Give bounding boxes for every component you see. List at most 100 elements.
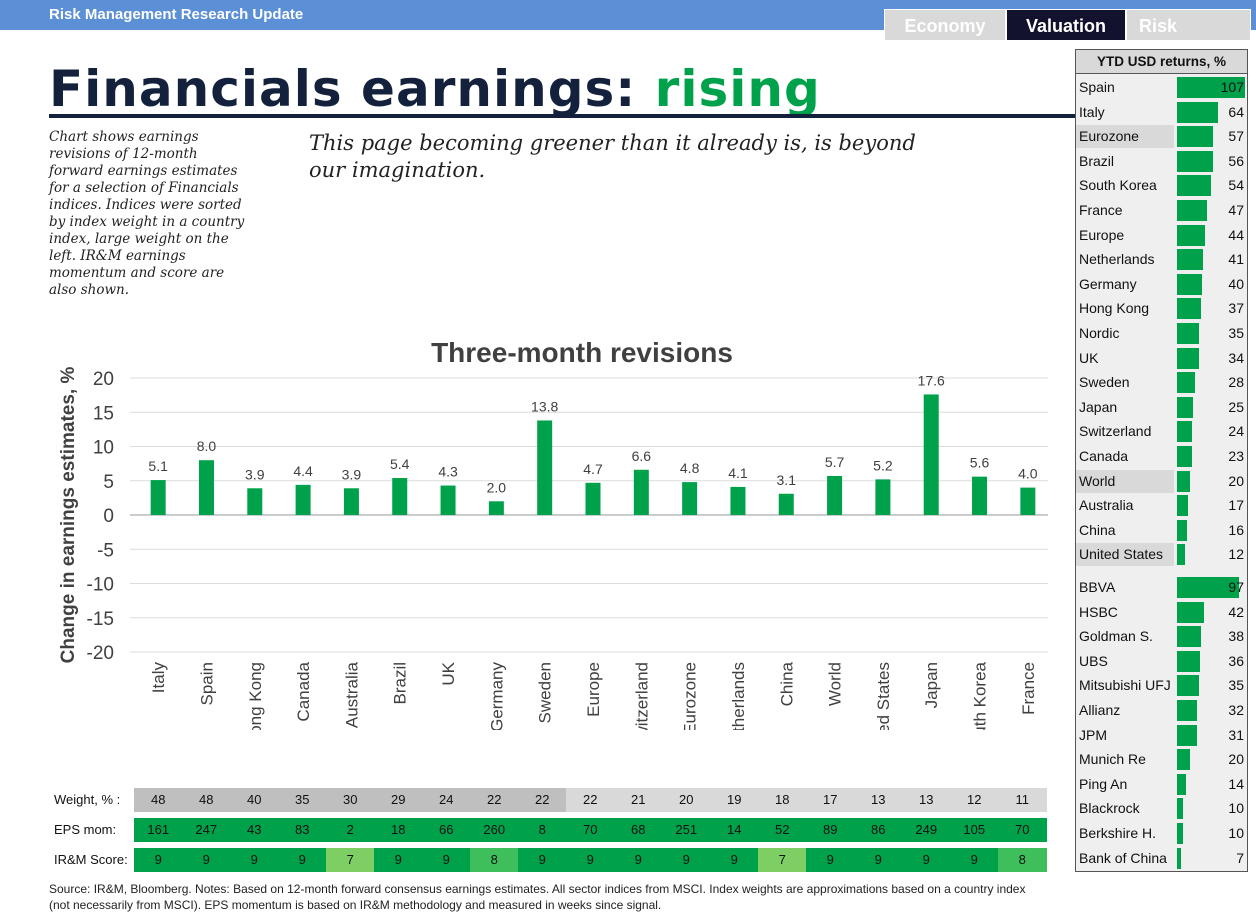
ytd-row: China 16	[1076, 519, 1247, 542]
tab-economy[interactable]: Economy	[884, 9, 1006, 41]
ytd-bar	[1177, 421, 1193, 443]
table-cell: 249	[902, 818, 951, 842]
ytd-row: Bank of China 7	[1076, 847, 1247, 870]
table-cell: 7	[758, 848, 807, 872]
data-label: 17.6	[918, 372, 945, 388]
ytd-row-label: Australia	[1079, 497, 1134, 514]
ytd-row: Australia 17	[1076, 494, 1247, 517]
ytd-value: 34	[1228, 349, 1244, 366]
table-cell: 40	[230, 788, 279, 812]
source-note: Source: IR&M, Bloomberg. Notes: Based on…	[49, 882, 1026, 912]
ytd-bar	[1177, 798, 1184, 820]
ytd-bar	[1177, 150, 1213, 172]
data-label: 6.6	[632, 448, 652, 464]
ytd-bar	[1177, 347, 1199, 369]
table-row: IR&M Score: 9 9 9 9 7 9 9 8 9 9 9 9 9 7 9 9 9 9 8	[49, 848, 1047, 872]
table-cell: 14	[710, 818, 759, 842]
data-label: 13.8	[531, 398, 558, 414]
ytd-row-label: Ping An	[1079, 775, 1128, 792]
ytd-value: 24	[1228, 423, 1244, 440]
table-cell: 19	[710, 788, 759, 812]
ytd-row-label: BBVA	[1079, 579, 1116, 595]
chart-description: Chart shows earnings revisions of 12-mon…	[49, 129, 245, 298]
ytd-bar	[1177, 773, 1186, 795]
table-cell: 9	[422, 848, 471, 872]
ytd-row: Allianz 32	[1076, 699, 1247, 722]
x-tick-label: UK	[439, 661, 458, 685]
x-tick-label: Switzerland	[632, 662, 651, 730]
x-tick-label: Europe	[584, 662, 603, 717]
bar	[343, 488, 359, 515]
ytd-value: 16	[1228, 521, 1244, 538]
ytd-value: 20	[1228, 472, 1244, 489]
table-cell: 8	[518, 818, 567, 842]
bar	[682, 482, 698, 515]
x-tick-label: Australia	[342, 661, 361, 728]
tab-valuation[interactable]: Valuation	[1006, 9, 1126, 41]
ytd-value: 54	[1228, 177, 1244, 194]
bar	[247, 488, 263, 515]
page-quote: This page becoming greener than it alrea…	[309, 131, 916, 182]
table-cell: 83	[278, 818, 327, 842]
data-label: 4.7	[583, 461, 603, 477]
ytd-row: United States 12	[1076, 543, 1247, 567]
x-tick-label: United States	[874, 662, 893, 730]
ytd-value: 56	[1228, 152, 1244, 169]
ytd-row: JPM 31	[1076, 724, 1247, 747]
ytd-row-label: Allianz	[1079, 702, 1121, 718]
ytd-row-label: UBS	[1079, 652, 1108, 669]
data-label: 3.9	[342, 466, 362, 482]
table-cell: 86	[854, 818, 903, 842]
page-title: Financials earnings: rising	[49, 60, 821, 118]
table-cell: 18	[758, 788, 807, 812]
table-cell: 9	[710, 848, 759, 872]
ytd-bar	[1177, 372, 1195, 394]
ytd-row: Netherlands 41	[1076, 248, 1247, 271]
bar	[295, 484, 311, 515]
ytd-value: 25	[1228, 398, 1244, 415]
table-row-label: EPS mom:	[54, 822, 117, 837]
ytd-value: 47	[1228, 202, 1244, 218]
bar	[150, 480, 166, 515]
ytd-value: 17	[1228, 497, 1244, 514]
x-tick-label: Spain	[197, 662, 216, 705]
ytd-bar	[1177, 601, 1204, 623]
tab-risk[interactable]: Risk	[1126, 9, 1251, 41]
data-label: 3.1	[777, 472, 797, 488]
table-cell: 21	[614, 788, 663, 812]
ytd-bar	[1177, 396, 1193, 418]
ytd-value: 35	[1228, 677, 1244, 694]
data-label: 8.0	[197, 438, 217, 454]
bar	[1020, 487, 1036, 515]
ytd-bar	[1177, 577, 1239, 598]
ytd-value: 36	[1228, 652, 1244, 669]
table-cell: 13	[902, 788, 951, 812]
table-cell: 70	[566, 818, 615, 842]
data-label: 5.7	[825, 454, 845, 470]
ytd-row-label: Italy	[1079, 103, 1105, 120]
ytd-value: 20	[1228, 751, 1244, 768]
ytd-bar	[1177, 446, 1192, 467]
ytd-bar	[1177, 126, 1214, 148]
table-cell: 22	[470, 788, 519, 812]
y-tick-label: -15	[87, 609, 114, 630]
ytd-row-label: World	[1076, 469, 1174, 493]
table-row: EPS mom: 161 247 43 83 2 18 66 260 8 70 68 251 14 52 89…	[49, 818, 1047, 842]
ytd-row-label: Bank of China	[1079, 849, 1167, 866]
x-tick-label: Netherlands	[729, 662, 748, 730]
table-cell: 9	[662, 848, 711, 872]
bar	[923, 394, 939, 515]
ytd-row-label: Brazil	[1079, 152, 1115, 169]
ytd-row-label: Switzerland	[1079, 423, 1152, 440]
ytd-row-label: Netherlands	[1079, 251, 1155, 268]
ytd-value: 14	[1228, 775, 1244, 792]
ytd-value: 57	[1228, 128, 1244, 145]
bar	[972, 476, 988, 515]
ytd-row-label: South Korea	[1079, 177, 1157, 194]
ytd-value: 107	[1220, 79, 1244, 95]
table-cell: 22	[566, 788, 615, 812]
ytd-row: BBVA 97	[1076, 576, 1247, 599]
table-cell: 35	[278, 788, 327, 812]
x-tick-label: Canada	[294, 661, 313, 721]
x-tick-label: Japan	[922, 662, 941, 708]
